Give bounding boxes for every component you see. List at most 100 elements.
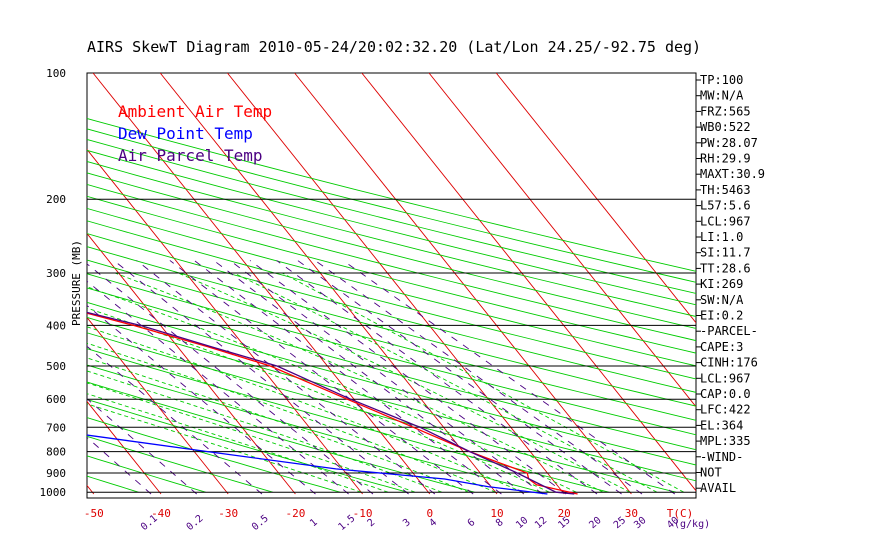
pressure-tick-label: 700 xyxy=(46,421,66,434)
panel-item: WB0:522 xyxy=(700,120,751,134)
mixing-ratio-line xyxy=(213,260,525,495)
dry-adiabat-line xyxy=(87,183,696,342)
panel-item: EL:364 xyxy=(700,418,743,432)
isotherm-line xyxy=(87,148,363,495)
panel-item: MW:N/A xyxy=(700,89,744,103)
bottom-temperature-tick-label: -20 xyxy=(285,507,305,520)
isotherm-line xyxy=(87,316,229,495)
dry-adiabat-line xyxy=(87,118,696,272)
dry-adiabat-line xyxy=(87,364,542,493)
mixing-ratio-line xyxy=(87,263,374,495)
mixing-ratio-tick-label: 0.5 xyxy=(250,513,271,533)
dry-adiabat-line xyxy=(87,149,696,306)
panel-item: RH:29.9 xyxy=(700,152,751,166)
panel-item: CAP:0.0 xyxy=(700,387,751,401)
moist-adiabat-line xyxy=(87,286,577,493)
mixing-ratio-line xyxy=(87,398,197,495)
panel-item: AVAIL xyxy=(700,481,736,495)
isotherm-line xyxy=(87,400,162,495)
isotherm-line xyxy=(159,73,498,495)
moist-adiabat-line xyxy=(178,272,631,493)
dry-adiabat-line xyxy=(0,73,4,492)
panel-item: CAPE:3 xyxy=(700,340,743,354)
chart-title: AIRS SkewT Diagram 2010-05-24/20:02:32.2… xyxy=(87,38,701,56)
dry-adiabat-line xyxy=(87,417,341,493)
legend: Ambient Air Temp Dew Point Temp Air Parcel… xyxy=(118,102,272,165)
panel-item: MPL:335 xyxy=(700,434,751,448)
mixing-ratio-line xyxy=(249,260,567,495)
dry-adiabat-line xyxy=(87,139,696,294)
mixing-ratio-line xyxy=(297,260,622,495)
dry-adiabat-line xyxy=(87,220,696,380)
plot-frame xyxy=(86,72,697,499)
pressure-tick-label: 400 xyxy=(46,319,66,332)
panel-item: SI:11.7 xyxy=(700,246,751,260)
moist-adiabat-line xyxy=(87,403,362,493)
y-axis-label: PRESSURE (MB) xyxy=(70,240,83,326)
bottom-temperature-tick-label: 20 xyxy=(558,507,571,520)
panel-item: -WIND- xyxy=(700,450,743,464)
legend-item: Ambient Air Temp xyxy=(118,102,272,121)
panel-item: LCL:967 xyxy=(700,371,751,385)
mixing-ratio-line xyxy=(342,260,676,495)
isotherm-line xyxy=(294,73,632,495)
mixing-ratio-line xyxy=(87,280,349,495)
dry-adiabat-line xyxy=(87,332,677,493)
isotherm-line xyxy=(361,73,696,492)
mixing-ratio-tick-label: 6 xyxy=(466,517,478,529)
dry-adiabat-line xyxy=(87,455,206,493)
legend-item: Dew Point Temp xyxy=(118,124,253,143)
panel-item: PW:28.07 xyxy=(700,136,758,150)
moist-adiabat-line xyxy=(87,393,389,493)
dry-adiabat-line xyxy=(87,207,696,367)
pressure-tick-label: 500 xyxy=(46,360,66,373)
mixing-ratio-tick-label: 1 xyxy=(308,517,320,529)
dry-adiabat-line xyxy=(87,246,696,407)
mixing-ratio-tick-label: 20 xyxy=(587,515,603,531)
dry-adiabat-line xyxy=(87,195,696,354)
dry-adiabat-line xyxy=(87,435,273,493)
panel-item: LFC:422 xyxy=(700,403,751,417)
panel-item: EI:0.2 xyxy=(700,309,743,323)
panel-item: CINH:176 xyxy=(700,356,758,370)
isotherm-line xyxy=(428,73,696,408)
moist-adiabat-line xyxy=(281,272,684,493)
legend-item: Air Parcel Temp xyxy=(118,146,263,165)
panel-item: LCL:967 xyxy=(700,214,751,228)
dry-adiabat-line xyxy=(87,259,696,421)
moist-adiabat-line xyxy=(87,357,469,493)
mixing-ratio-tick-label: 3 xyxy=(401,517,413,529)
pressure-tick-label: 900 xyxy=(46,467,66,480)
mixing-ratio-line xyxy=(276,260,598,495)
panel-item: NOT xyxy=(700,466,722,480)
mixing-ratio-tick-label: 8 xyxy=(494,517,506,529)
dry-adiabat-line xyxy=(87,233,696,393)
dew-point-temp-line xyxy=(87,434,548,495)
dry-adiabat-line xyxy=(87,348,609,493)
bottom-temperature-tick-label: 30 xyxy=(625,507,638,520)
mixing-ratio-line xyxy=(87,345,263,495)
panel-item: SW:N/A xyxy=(700,293,744,307)
mixing-ratio-line xyxy=(113,260,409,495)
mixing-ratio-line xyxy=(314,260,643,495)
pressure-tick-label: 300 xyxy=(46,267,66,280)
pressure-tick-label: 600 xyxy=(46,393,66,406)
panel-item: -PARCEL- xyxy=(700,324,758,338)
dry-adiabat-line xyxy=(87,316,696,482)
profile-series xyxy=(87,311,578,495)
mixing-ratio-line xyxy=(87,436,152,495)
pressure-tick-label: 1000 xyxy=(40,486,67,499)
mixing-ratio-tick-label: 2 xyxy=(366,517,378,529)
panel-item: TT:28.6 xyxy=(700,261,751,275)
isotherm-line xyxy=(227,73,565,495)
panel-item: TH:5463 xyxy=(700,183,751,197)
moist-adiabat-line xyxy=(87,342,496,493)
dry-adiabat-line xyxy=(87,161,696,317)
panel-item: LI:1.0 xyxy=(700,230,743,244)
dry-adiabat-line xyxy=(87,172,696,329)
air-parcel-temp-line xyxy=(87,311,575,495)
mixing-ratio-tick-label: 10 xyxy=(514,515,530,531)
bottom-temperature-tick-label: 10 xyxy=(490,507,503,520)
